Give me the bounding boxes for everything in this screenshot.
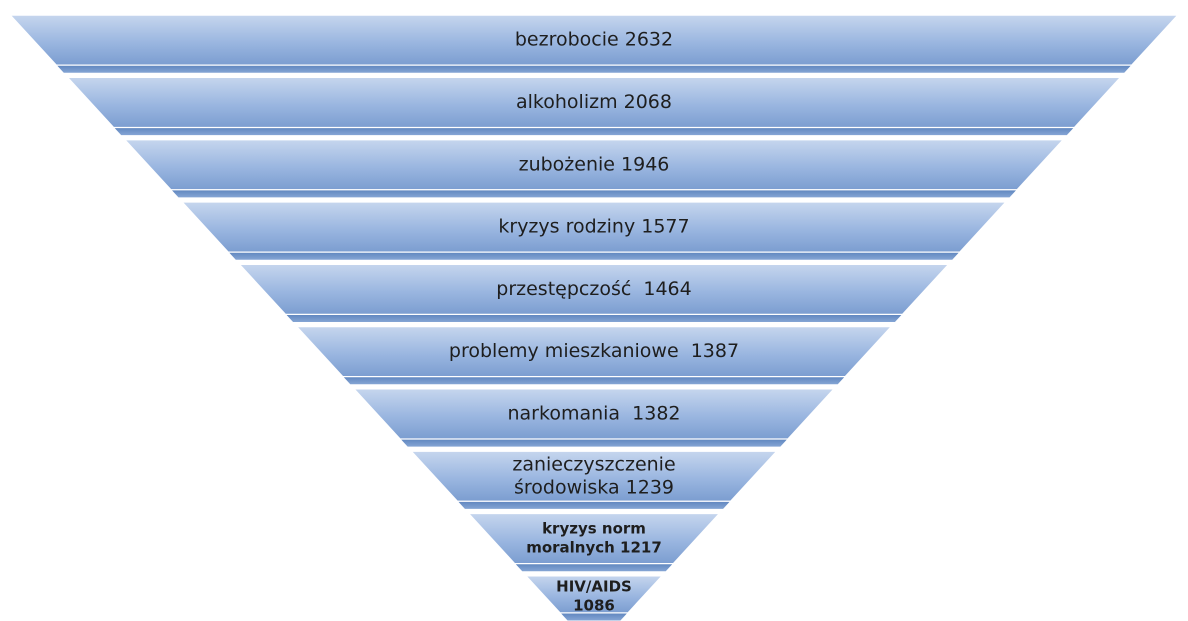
level: narkomania 1382 [352, 388, 836, 448]
level-label: przestępczość 1464 [496, 278, 691, 300]
level: bezrobocie 2632 [8, 14, 1180, 74]
level-edge [456, 500, 732, 510]
level-label: HIV/AIDS [556, 577, 632, 595]
level: zubożenie 1946 [122, 138, 1066, 199]
level-edge [513, 563, 675, 573]
level: kryzys rodziny 1577 [180, 201, 1008, 261]
level: problemy mieszkaniowe 1387 [294, 325, 894, 386]
level-edge [227, 251, 961, 261]
bands: bezrobocie 2632 alkoholizm 2068 zubożenie … [8, 14, 1180, 621]
level-label: 1086 [573, 596, 615, 614]
level-label: problemy mieszkaniowe 1387 [449, 340, 739, 362]
level-edge [169, 189, 1019, 199]
level-edge [112, 127, 1076, 137]
level-label: środowiska 1239 [514, 476, 674, 498]
level-label: zubożenie 1946 [519, 153, 670, 175]
level: przestępczość 1464 [237, 263, 951, 323]
level-label: bezrobocie 2632 [515, 29, 673, 51]
level-label: alkoholizm 2068 [516, 91, 672, 113]
level-edge [558, 612, 630, 621]
level-label: kryzys norm [542, 520, 646, 538]
level-label: zanieczyszczenie [512, 453, 675, 475]
level-label: moralnych 1217 [526, 539, 662, 557]
level-edge [284, 314, 904, 323]
level-edge [55, 64, 1133, 74]
level-label: narkomania 1382 [508, 402, 681, 424]
level: alkoholizm 2068 [65, 76, 1123, 137]
level-label: kryzys rodziny 1577 [498, 216, 689, 238]
level-edge [341, 376, 847, 386]
level-edge [398, 438, 790, 448]
